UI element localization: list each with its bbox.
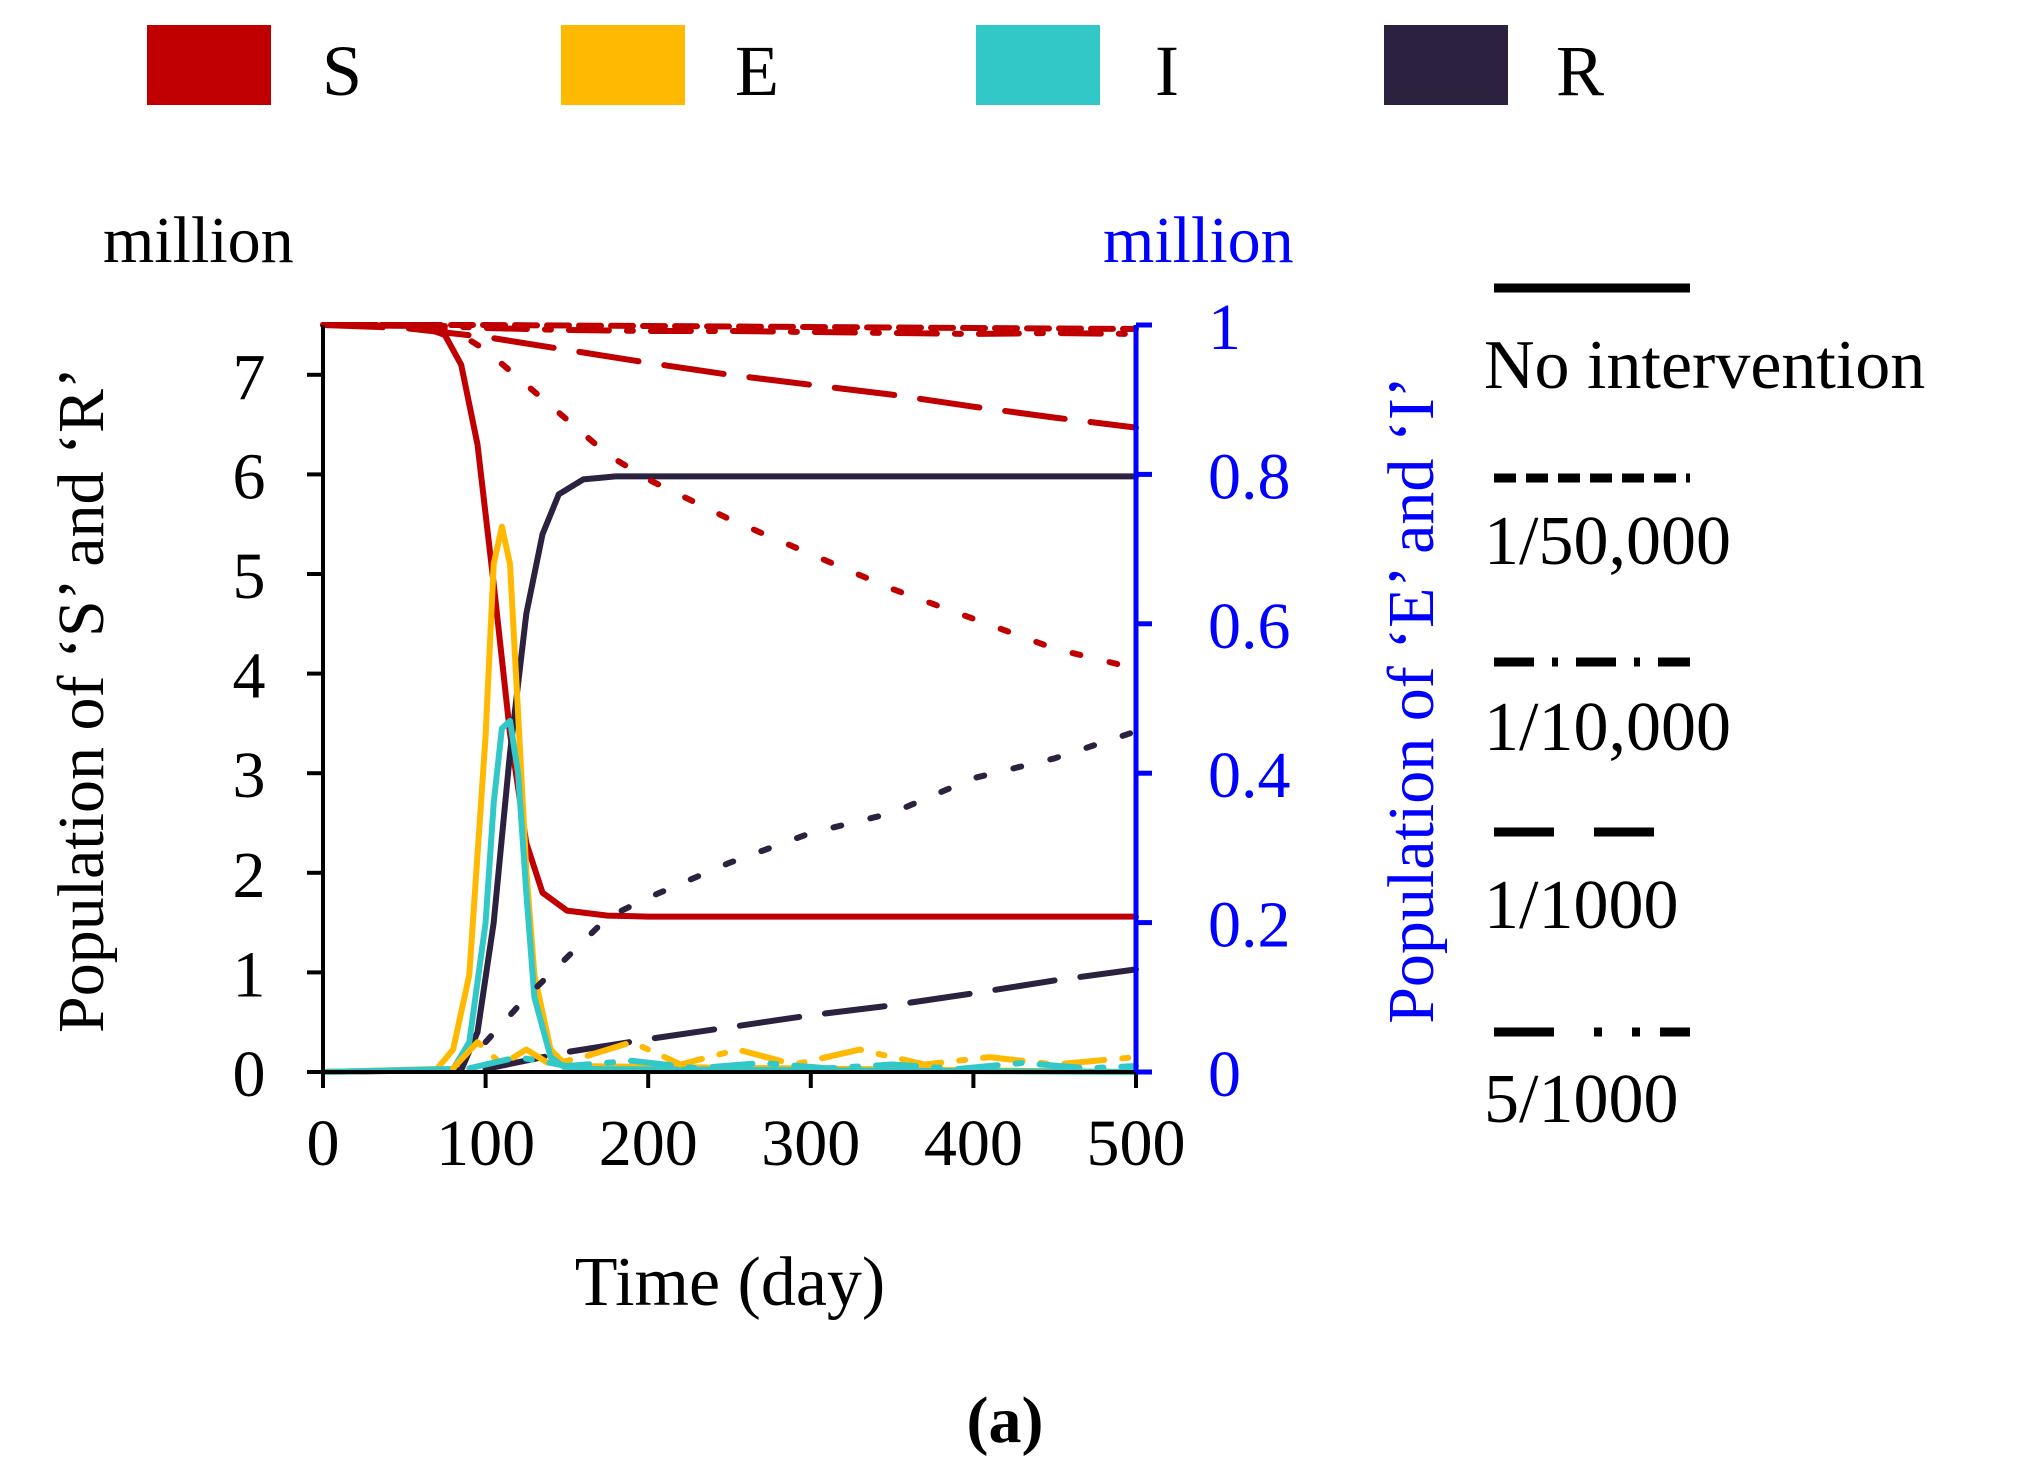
x-tick-label: 100: [436, 1107, 535, 1180]
plot-area: 0 100 200 300 400 500 0 1 2 3 4 5 6 7 0 0.2 0.4 0.6 0.8 1: [233, 291, 1291, 1180]
left-unit-label: million: [103, 204, 294, 277]
scenario-legend: No intervention 1/50,000 1/10,000 1/1000 5/1…: [1484, 283, 1925, 1138]
series-line-r-1-1000: [482, 966, 1139, 1072]
x-tick-label: 0: [307, 1107, 340, 1180]
compartment-legend: S E I R: [147, 25, 1604, 111]
right-y-tick-label: 0.8: [1208, 440, 1291, 513]
legend-swatch-r: [1384, 25, 1508, 105]
scenario-legend-label-5-1000: 5/1000: [1484, 1061, 1678, 1138]
right-y-tick-label: 0.4: [1208, 739, 1291, 812]
series-line-s-1-10-000: [320, 322, 1139, 337]
right-y-tick-label: 0.2: [1208, 889, 1291, 962]
x-tick-label: 200: [599, 1107, 698, 1180]
tick-layer: 0 100 200 300 400 500 0 1 2 3 4 5 6 7 0 0.2 0.4 0.6 0.8 1: [233, 291, 1291, 1180]
legend-swatch-i: [976, 25, 1100, 105]
legend-label-i: I: [1155, 31, 1179, 111]
right-axis-title: Population of ‘E’ and ‘I’: [1375, 376, 1448, 1024]
legend-swatch-e: [561, 25, 685, 105]
series-line-r-no-intervention: [320, 473, 1139, 1075]
scenario-legend-label-no-intervention: No intervention: [1484, 327, 1925, 404]
x-tick-label: 400: [924, 1107, 1023, 1180]
left-y-tick-label: 5: [233, 540, 266, 613]
legend-label-e: E: [735, 31, 779, 111]
x-tick-label: 300: [761, 1107, 860, 1180]
left-y-tick-label: 2: [233, 839, 266, 912]
scenario-legend-label-1-10-000: 1/10,000: [1484, 689, 1731, 766]
left-axis-title: Population of ‘S’ and ‘R’: [45, 367, 118, 1033]
left-y-tick-label: 6: [233, 440, 266, 513]
panel-label: (a): [967, 1384, 1044, 1457]
series-line-i-no-intervention: [320, 717, 1139, 1075]
right-y-tick-label: 0: [1208, 1038, 1241, 1111]
series-line-i-interventions: [466, 1054, 1139, 1072]
legend-label-r: R: [1556, 31, 1604, 111]
left-y-tick-label: 1: [233, 938, 266, 1011]
x-axis-title: Time (day): [575, 1244, 885, 1321]
scenario-legend-label-1-1000: 1/1000: [1484, 867, 1678, 944]
series-line-e-interventions: [450, 1039, 1139, 1072]
x-tick-label: 500: [1087, 1107, 1186, 1180]
left-y-tick-label: 4: [233, 640, 266, 713]
series-layer: [320, 322, 1139, 1075]
left-y-tick-label: 0: [233, 1038, 266, 1111]
left-y-tick-label: 7: [233, 341, 266, 414]
series-line-r-5-1000: [482, 728, 1139, 1046]
series-line-s-5-1000: [320, 322, 1139, 672]
series-line-s-1-1000: [320, 322, 1139, 431]
right-unit-label: million: [1103, 204, 1294, 277]
right-y-tick-label: 0.6: [1208, 590, 1291, 663]
scenario-legend-label-1-50-000: 1/50,000: [1484, 503, 1731, 580]
right-y-tick-label: 1: [1208, 291, 1241, 364]
legend-label-s: S: [322, 31, 362, 111]
left-y-tick-label: 3: [233, 739, 266, 812]
series-line-e-no-intervention: [320, 523, 1139, 1075]
series-line-s-1-50-000: [320, 322, 1139, 332]
legend-swatch-s: [147, 25, 271, 105]
